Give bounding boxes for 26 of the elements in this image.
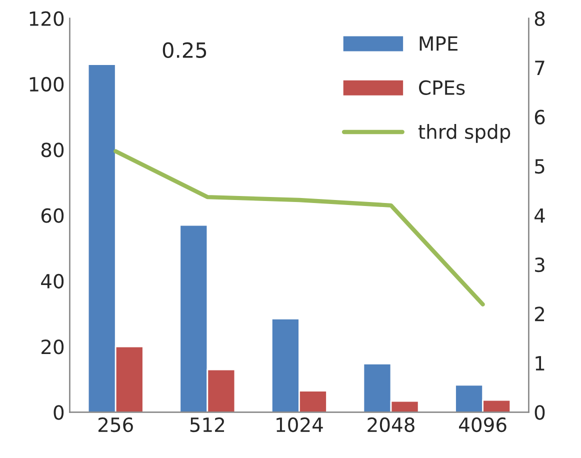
legend-label: MPE <box>420 36 458 51</box>
legend-label: thrd spdp <box>418 124 510 143</box>
y2-tick-label: 4 <box>534 208 545 223</box>
y2-tick-label: 1 <box>536 356 544 370</box>
y-tick-label: 40 <box>41 274 64 289</box>
x-tick-label: 256 <box>98 417 133 432</box>
y2-tick-label: 3 <box>535 257 544 272</box>
line-series <box>114 149 485 306</box>
x-tick-label: 4096 <box>459 417 506 432</box>
x-tick-label: 512 <box>190 417 224 432</box>
y-tick-label: 80 <box>41 142 64 158</box>
y2-tick-label: 7 <box>535 60 544 75</box>
y-tick-label: 0 <box>54 405 64 420</box>
annotation: 0.25 <box>162 42 206 58</box>
y-tick-label: 60 <box>41 208 64 223</box>
legend-label: CPEs <box>419 80 465 95</box>
y-tick-label: 20 <box>42 340 64 354</box>
y2-tick-label: 0 <box>534 405 545 420</box>
x-tick-label: 2048 <box>368 417 414 432</box>
y2-tick-label: 8 <box>534 11 545 26</box>
y-tick-label: 120 <box>30 11 64 26</box>
y-tick-label: 100 <box>30 76 64 92</box>
y2-tick-label: 2 <box>534 306 544 322</box>
y2-tick-label: 6 <box>534 110 545 124</box>
y2-tick-label: 5 <box>535 159 544 174</box>
x-tick-label: 1024 <box>276 417 323 432</box>
